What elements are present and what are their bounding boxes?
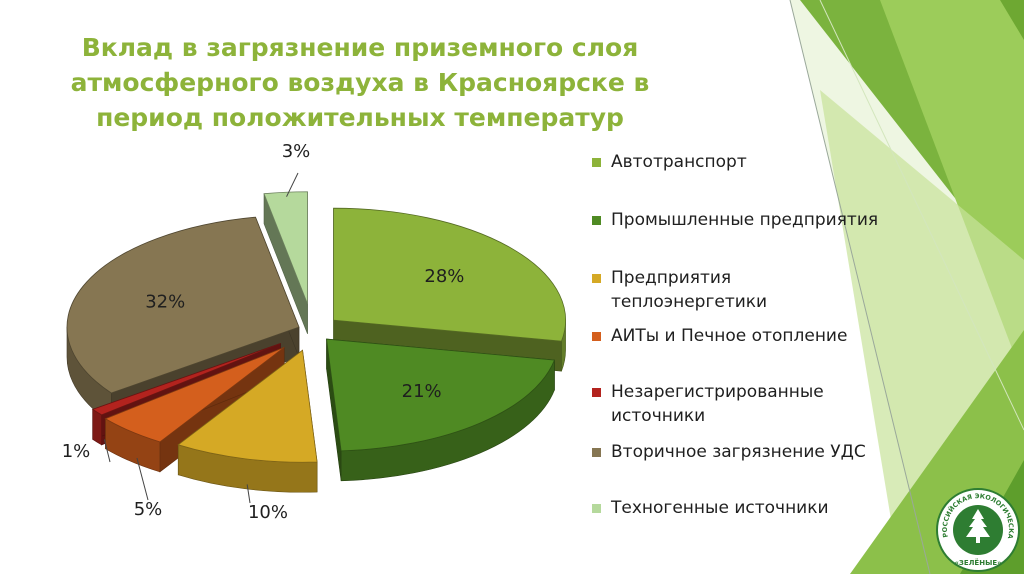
legend-swatch xyxy=(592,504,601,513)
title-line-2: атмосферного воздуха в Красноярске в xyxy=(70,68,650,97)
slice-label-6: 3% xyxy=(282,141,311,162)
leader-line-6 xyxy=(286,172,299,197)
slice-label-0: 28% xyxy=(424,266,464,287)
legend-label: Промышленные предприятия xyxy=(611,210,879,230)
slice-label-4: 1% xyxy=(62,441,91,462)
legend-swatch xyxy=(592,158,601,167)
leader-line-4 xyxy=(103,439,111,463)
slice-top xyxy=(91,343,281,416)
svg-text:«ЗЕЛЁНЫЕ»: «ЗЕЛЁНЫЕ» xyxy=(954,558,1001,567)
legend-item-autotransport: Автотранспорт xyxy=(592,150,892,174)
deco-line-1 xyxy=(789,0,931,574)
legend-swatch xyxy=(592,274,601,283)
title-line-1: Вклад в загрязнение приземного слоя xyxy=(81,33,639,62)
deco-triangle-4 xyxy=(1000,0,1024,40)
legend-swatch xyxy=(592,388,601,397)
slice-label-5: 32% xyxy=(145,292,185,313)
legend-swatch xyxy=(592,216,601,225)
legend-item-stove-heating: АИТы и Печное отопление xyxy=(592,324,892,348)
title-line-3: период положительных температур xyxy=(96,103,624,132)
slice-top xyxy=(104,346,285,443)
legend-label: АИТы и Печное отопление xyxy=(611,326,848,346)
slice-top xyxy=(333,207,566,342)
slice-top xyxy=(66,216,300,394)
legend-item-unregistered: Незарегистрированные источники xyxy=(592,380,892,428)
leader-line-3 xyxy=(136,457,149,501)
legend-item-industrial: Промышленные предприятия xyxy=(592,208,892,232)
slide-title: Вклад в загрязнение приземного слоя атмо… xyxy=(40,30,680,135)
slice-label-3: 5% xyxy=(134,499,163,520)
tree-icon xyxy=(966,509,990,537)
leader-line-2 xyxy=(246,484,251,504)
legend-label: Предприятия теплоэнергетики xyxy=(611,268,768,312)
legend-item-heat-power: Предприятия теплоэнергетики xyxy=(592,266,892,314)
party-logo: РОССИЙСКАЯ ЭКОЛОГИЧЕСКАЯ ПАРТИЯ «ЗЕЛЁНЫЕ… xyxy=(935,487,1020,572)
legend-label: Незарегистрированные источники xyxy=(611,382,824,426)
slice-top xyxy=(326,338,556,452)
legend-label: Вторичное загрязнение УДС xyxy=(611,442,866,462)
deco-line-2 xyxy=(819,0,1024,431)
slice-top xyxy=(263,191,308,304)
slice-top xyxy=(177,349,318,463)
legend-item-technogenic: Техногенные источники xyxy=(592,496,892,520)
legend-item-secondary-uds: Вторичное загрязнение УДС xyxy=(592,440,892,464)
slice-label-1: 21% xyxy=(402,381,442,402)
legend-label: Автотранспорт xyxy=(611,152,747,172)
legend-swatch xyxy=(592,448,601,457)
slice-label-2: 10% xyxy=(248,502,288,523)
legend-label: Техногенные источники xyxy=(611,498,829,518)
pie-slice-1 xyxy=(326,338,556,482)
legend-swatch xyxy=(592,332,601,341)
pie-slice-6 xyxy=(263,191,308,334)
slice-rim xyxy=(92,408,102,446)
pie-slice-2 xyxy=(177,349,318,493)
